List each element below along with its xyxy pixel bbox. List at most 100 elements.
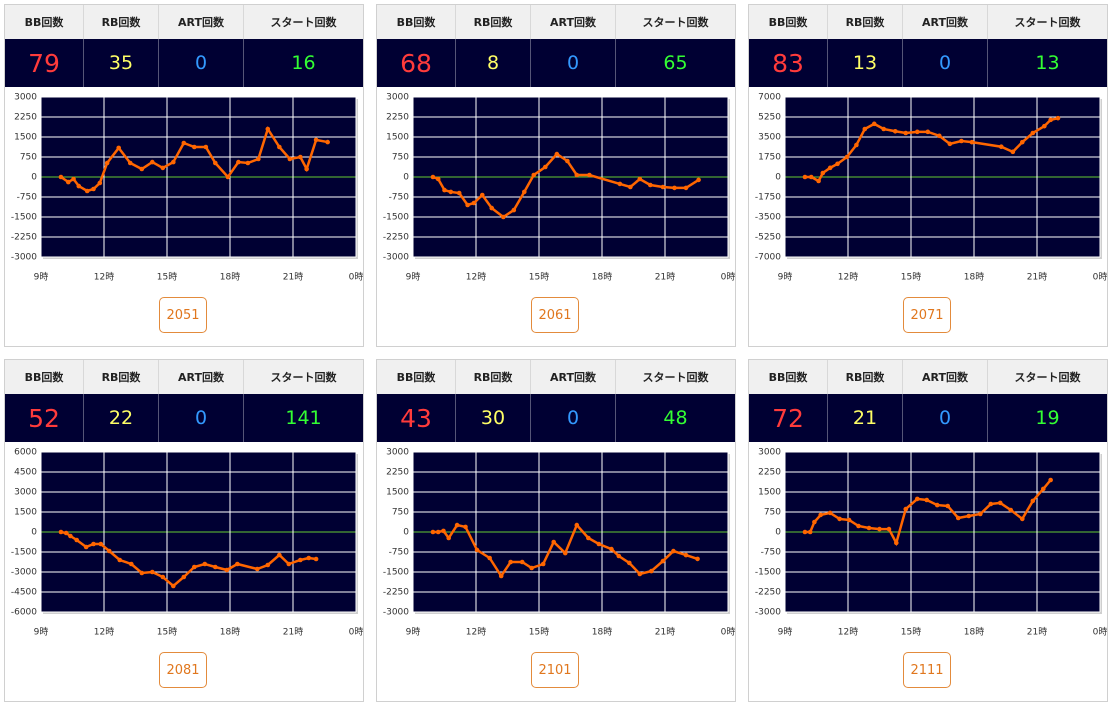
y-tick-label: -7000	[755, 253, 781, 263]
data-point	[286, 561, 292, 567]
y-tick-label: 3000	[758, 448, 781, 458]
x-tick-label: 15時	[901, 627, 921, 638]
y-tick-label: 1500	[758, 488, 781, 498]
data-point	[565, 158, 570, 164]
data-point	[83, 544, 89, 550]
data-point	[224, 567, 230, 573]
y-tick-label: 0	[403, 173, 409, 183]
data-point	[68, 533, 73, 539]
y-tick-label: -5250	[755, 233, 781, 243]
data-point	[441, 528, 446, 534]
x-tick-label: 21時	[1027, 627, 1047, 638]
header-cell: スタート回数	[270, 371, 337, 384]
x-tick-label: 21時	[283, 272, 303, 283]
data-point	[683, 552, 689, 558]
data-point	[139, 166, 145, 172]
data-point	[649, 568, 654, 574]
data-point	[58, 174, 64, 180]
data-point	[818, 512, 823, 518]
data-point	[554, 151, 560, 157]
data-point	[236, 159, 241, 165]
data-point	[171, 583, 176, 589]
machine-button[interactable]: 2111	[903, 652, 951, 688]
data-point	[997, 500, 1003, 506]
stat-value: 8	[456, 39, 531, 87]
data-point	[808, 174, 814, 180]
data-point	[313, 137, 319, 143]
header-cell: スタート回数	[642, 371, 709, 384]
data-point	[225, 174, 231, 180]
x-tick-label: 15時	[529, 272, 549, 283]
data-point	[277, 144, 282, 150]
y-tick-label: 1500	[386, 133, 409, 143]
header-cell: スタート回数	[270, 16, 337, 29]
stats-row: 43 30 0 48	[377, 394, 735, 442]
y-tick-label: 3000	[386, 93, 409, 103]
data-point	[150, 159, 155, 165]
x-tick-label: 12時	[838, 627, 858, 638]
data-point	[430, 529, 436, 535]
data-point	[947, 141, 953, 147]
x-tick-label: 0時	[1093, 627, 1107, 638]
machine-button[interactable]: 2051	[159, 297, 207, 333]
header-cell: BB回数	[5, 360, 84, 394]
data-point	[245, 160, 251, 166]
y-tick-label: 1500	[14, 133, 37, 143]
data-point	[846, 517, 852, 523]
data-point	[1030, 130, 1036, 136]
data-point	[522, 189, 527, 195]
data-point	[999, 144, 1004, 150]
data-point	[1041, 486, 1046, 492]
data-point	[966, 513, 972, 519]
x-tick-label: 21時	[655, 272, 675, 283]
stats-row: 83 13 0 13	[749, 39, 1107, 87]
y-tick-label: -2250	[383, 233, 409, 243]
x-tick-label: 15時	[157, 627, 177, 638]
stats-row: 52 22 0 141	[5, 394, 363, 442]
data-point	[287, 156, 293, 162]
x-tick-label: 9時	[406, 627, 421, 638]
data-point	[63, 530, 69, 536]
y-tick-label: 750	[20, 153, 37, 163]
data-point	[934, 502, 940, 508]
machine-button[interactable]: 2061	[531, 297, 579, 333]
x-tick-label: 21時	[283, 627, 303, 638]
header-cell: BB回数	[5, 5, 84, 39]
y-tick-label: -750	[17, 193, 38, 203]
data-point	[609, 546, 614, 552]
data-point	[978, 511, 983, 517]
data-point	[213, 564, 218, 570]
y-tick-label: 0	[775, 173, 781, 183]
data-point	[915, 129, 920, 135]
stat-value: 65	[663, 52, 688, 74]
header-cell: BB回数	[377, 5, 456, 39]
y-tick-label: 3000	[14, 93, 37, 103]
chart: 3000 2250 1500 750 0 -750 -1500 -2250 -3000 9時 12時…	[383, 93, 735, 283]
machine-button[interactable]: 2101	[531, 652, 579, 688]
y-tick-label: 0	[775, 528, 781, 538]
data-point	[435, 529, 441, 535]
header-cell: ART回数	[903, 5, 988, 39]
data-point	[660, 184, 666, 190]
data-point	[1048, 477, 1053, 483]
data-point	[256, 156, 261, 162]
x-tick-label: 12時	[466, 627, 486, 638]
y-tick-label: -1500	[755, 568, 781, 578]
y-tick-label: 3000	[14, 488, 37, 498]
x-tick-label: 0時	[721, 272, 735, 283]
chart: 7000 5250 3500 1750 0 -1750 -3500 -5250 -7000 9時 1…	[755, 93, 1107, 283]
stats-row: 79 35 0 16	[5, 39, 363, 87]
machine-button[interactable]: 2081	[159, 652, 207, 688]
chart: 6000 4500 3000 1500 0 -1500 -3000 -4500 -6000 9時 1…	[11, 448, 363, 638]
data-point	[508, 559, 513, 565]
panel: BB回数 RB回数 ART回数 スタート回数 52 22 0 141 6000 4500 3000 1…	[4, 359, 364, 702]
y-tick-label: 0	[31, 173, 37, 183]
y-tick-label: 2250	[386, 468, 409, 478]
data-point	[127, 160, 133, 166]
header-cell: BB回数	[377, 360, 456, 394]
machine-button[interactable]: 2071	[903, 297, 951, 333]
data-point	[802, 529, 808, 535]
data-point	[1010, 149, 1016, 155]
data-point	[442, 187, 447, 193]
